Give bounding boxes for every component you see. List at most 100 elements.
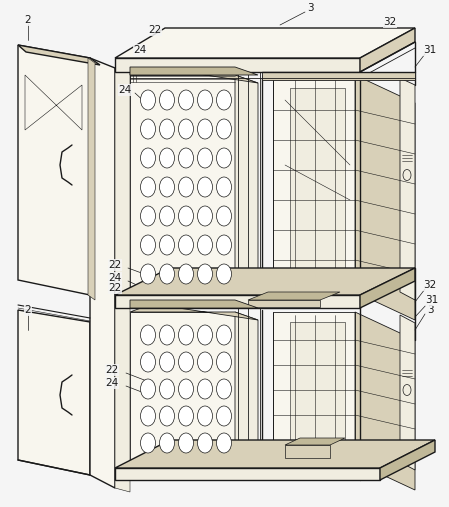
Ellipse shape (198, 235, 212, 255)
Ellipse shape (216, 264, 232, 284)
Ellipse shape (141, 264, 155, 284)
Ellipse shape (159, 325, 175, 345)
Ellipse shape (141, 406, 155, 426)
Polygon shape (130, 300, 258, 308)
Ellipse shape (198, 119, 212, 139)
Polygon shape (115, 440, 435, 468)
Ellipse shape (216, 235, 232, 255)
Polygon shape (355, 75, 415, 320)
Ellipse shape (198, 379, 212, 399)
Polygon shape (18, 310, 90, 475)
Text: 22: 22 (108, 260, 122, 270)
Polygon shape (360, 28, 415, 72)
Ellipse shape (159, 406, 175, 426)
Polygon shape (360, 268, 415, 308)
Ellipse shape (141, 90, 155, 110)
Ellipse shape (198, 90, 212, 110)
Polygon shape (290, 322, 345, 452)
Polygon shape (90, 58, 115, 488)
Polygon shape (115, 68, 130, 492)
Polygon shape (130, 67, 258, 75)
Ellipse shape (141, 235, 155, 255)
Ellipse shape (159, 90, 175, 110)
Polygon shape (130, 75, 235, 292)
Polygon shape (355, 312, 415, 490)
Ellipse shape (141, 119, 155, 139)
Ellipse shape (198, 406, 212, 426)
Polygon shape (115, 28, 415, 58)
Ellipse shape (159, 264, 175, 284)
Ellipse shape (141, 325, 155, 345)
Text: 24: 24 (106, 378, 119, 388)
Ellipse shape (198, 264, 212, 284)
Polygon shape (248, 300, 320, 307)
Ellipse shape (179, 90, 194, 110)
Ellipse shape (216, 177, 232, 197)
Ellipse shape (159, 148, 175, 168)
Polygon shape (130, 304, 258, 320)
Ellipse shape (198, 433, 212, 453)
Text: 24: 24 (108, 273, 122, 283)
Ellipse shape (159, 433, 175, 453)
Text: 32: 32 (383, 17, 396, 27)
Polygon shape (380, 440, 435, 480)
Ellipse shape (179, 148, 194, 168)
Polygon shape (115, 268, 415, 295)
Polygon shape (235, 75, 258, 300)
Polygon shape (88, 58, 95, 300)
Polygon shape (25, 75, 82, 130)
Polygon shape (18, 45, 90, 295)
Ellipse shape (179, 352, 194, 372)
Ellipse shape (159, 177, 175, 197)
Polygon shape (115, 58, 360, 72)
Ellipse shape (159, 206, 175, 226)
Polygon shape (115, 295, 360, 308)
Ellipse shape (198, 206, 212, 226)
Ellipse shape (179, 177, 194, 197)
Text: 2: 2 (25, 15, 31, 25)
Ellipse shape (179, 325, 194, 345)
Ellipse shape (216, 406, 232, 426)
Polygon shape (290, 88, 345, 278)
Text: 22: 22 (148, 25, 162, 35)
Polygon shape (400, 78, 415, 300)
Text: 24: 24 (133, 45, 147, 55)
Ellipse shape (216, 119, 232, 139)
Text: 24: 24 (119, 85, 132, 95)
Polygon shape (273, 312, 355, 462)
Polygon shape (130, 312, 235, 462)
Ellipse shape (198, 148, 212, 168)
Polygon shape (273, 75, 355, 292)
Ellipse shape (141, 379, 155, 399)
Ellipse shape (179, 406, 194, 426)
Ellipse shape (179, 379, 194, 399)
Text: 2: 2 (25, 305, 31, 315)
Ellipse shape (216, 352, 232, 372)
Ellipse shape (216, 148, 232, 168)
Text: 22: 22 (108, 283, 122, 293)
Ellipse shape (403, 384, 411, 395)
Ellipse shape (159, 379, 175, 399)
Text: 31: 31 (423, 45, 436, 55)
Ellipse shape (179, 206, 194, 226)
Ellipse shape (179, 119, 194, 139)
Ellipse shape (141, 206, 155, 226)
Ellipse shape (141, 352, 155, 372)
Ellipse shape (216, 379, 232, 399)
Ellipse shape (198, 177, 212, 197)
Ellipse shape (141, 177, 155, 197)
Polygon shape (262, 72, 415, 80)
Text: 32: 32 (423, 280, 436, 290)
Ellipse shape (141, 148, 155, 168)
Polygon shape (285, 445, 330, 458)
Ellipse shape (159, 352, 175, 372)
Polygon shape (285, 438, 345, 445)
Ellipse shape (179, 433, 194, 453)
Ellipse shape (179, 235, 194, 255)
Polygon shape (235, 312, 258, 470)
Ellipse shape (198, 352, 212, 372)
Ellipse shape (159, 235, 175, 255)
Ellipse shape (216, 433, 232, 453)
Ellipse shape (216, 325, 232, 345)
Polygon shape (248, 292, 340, 300)
